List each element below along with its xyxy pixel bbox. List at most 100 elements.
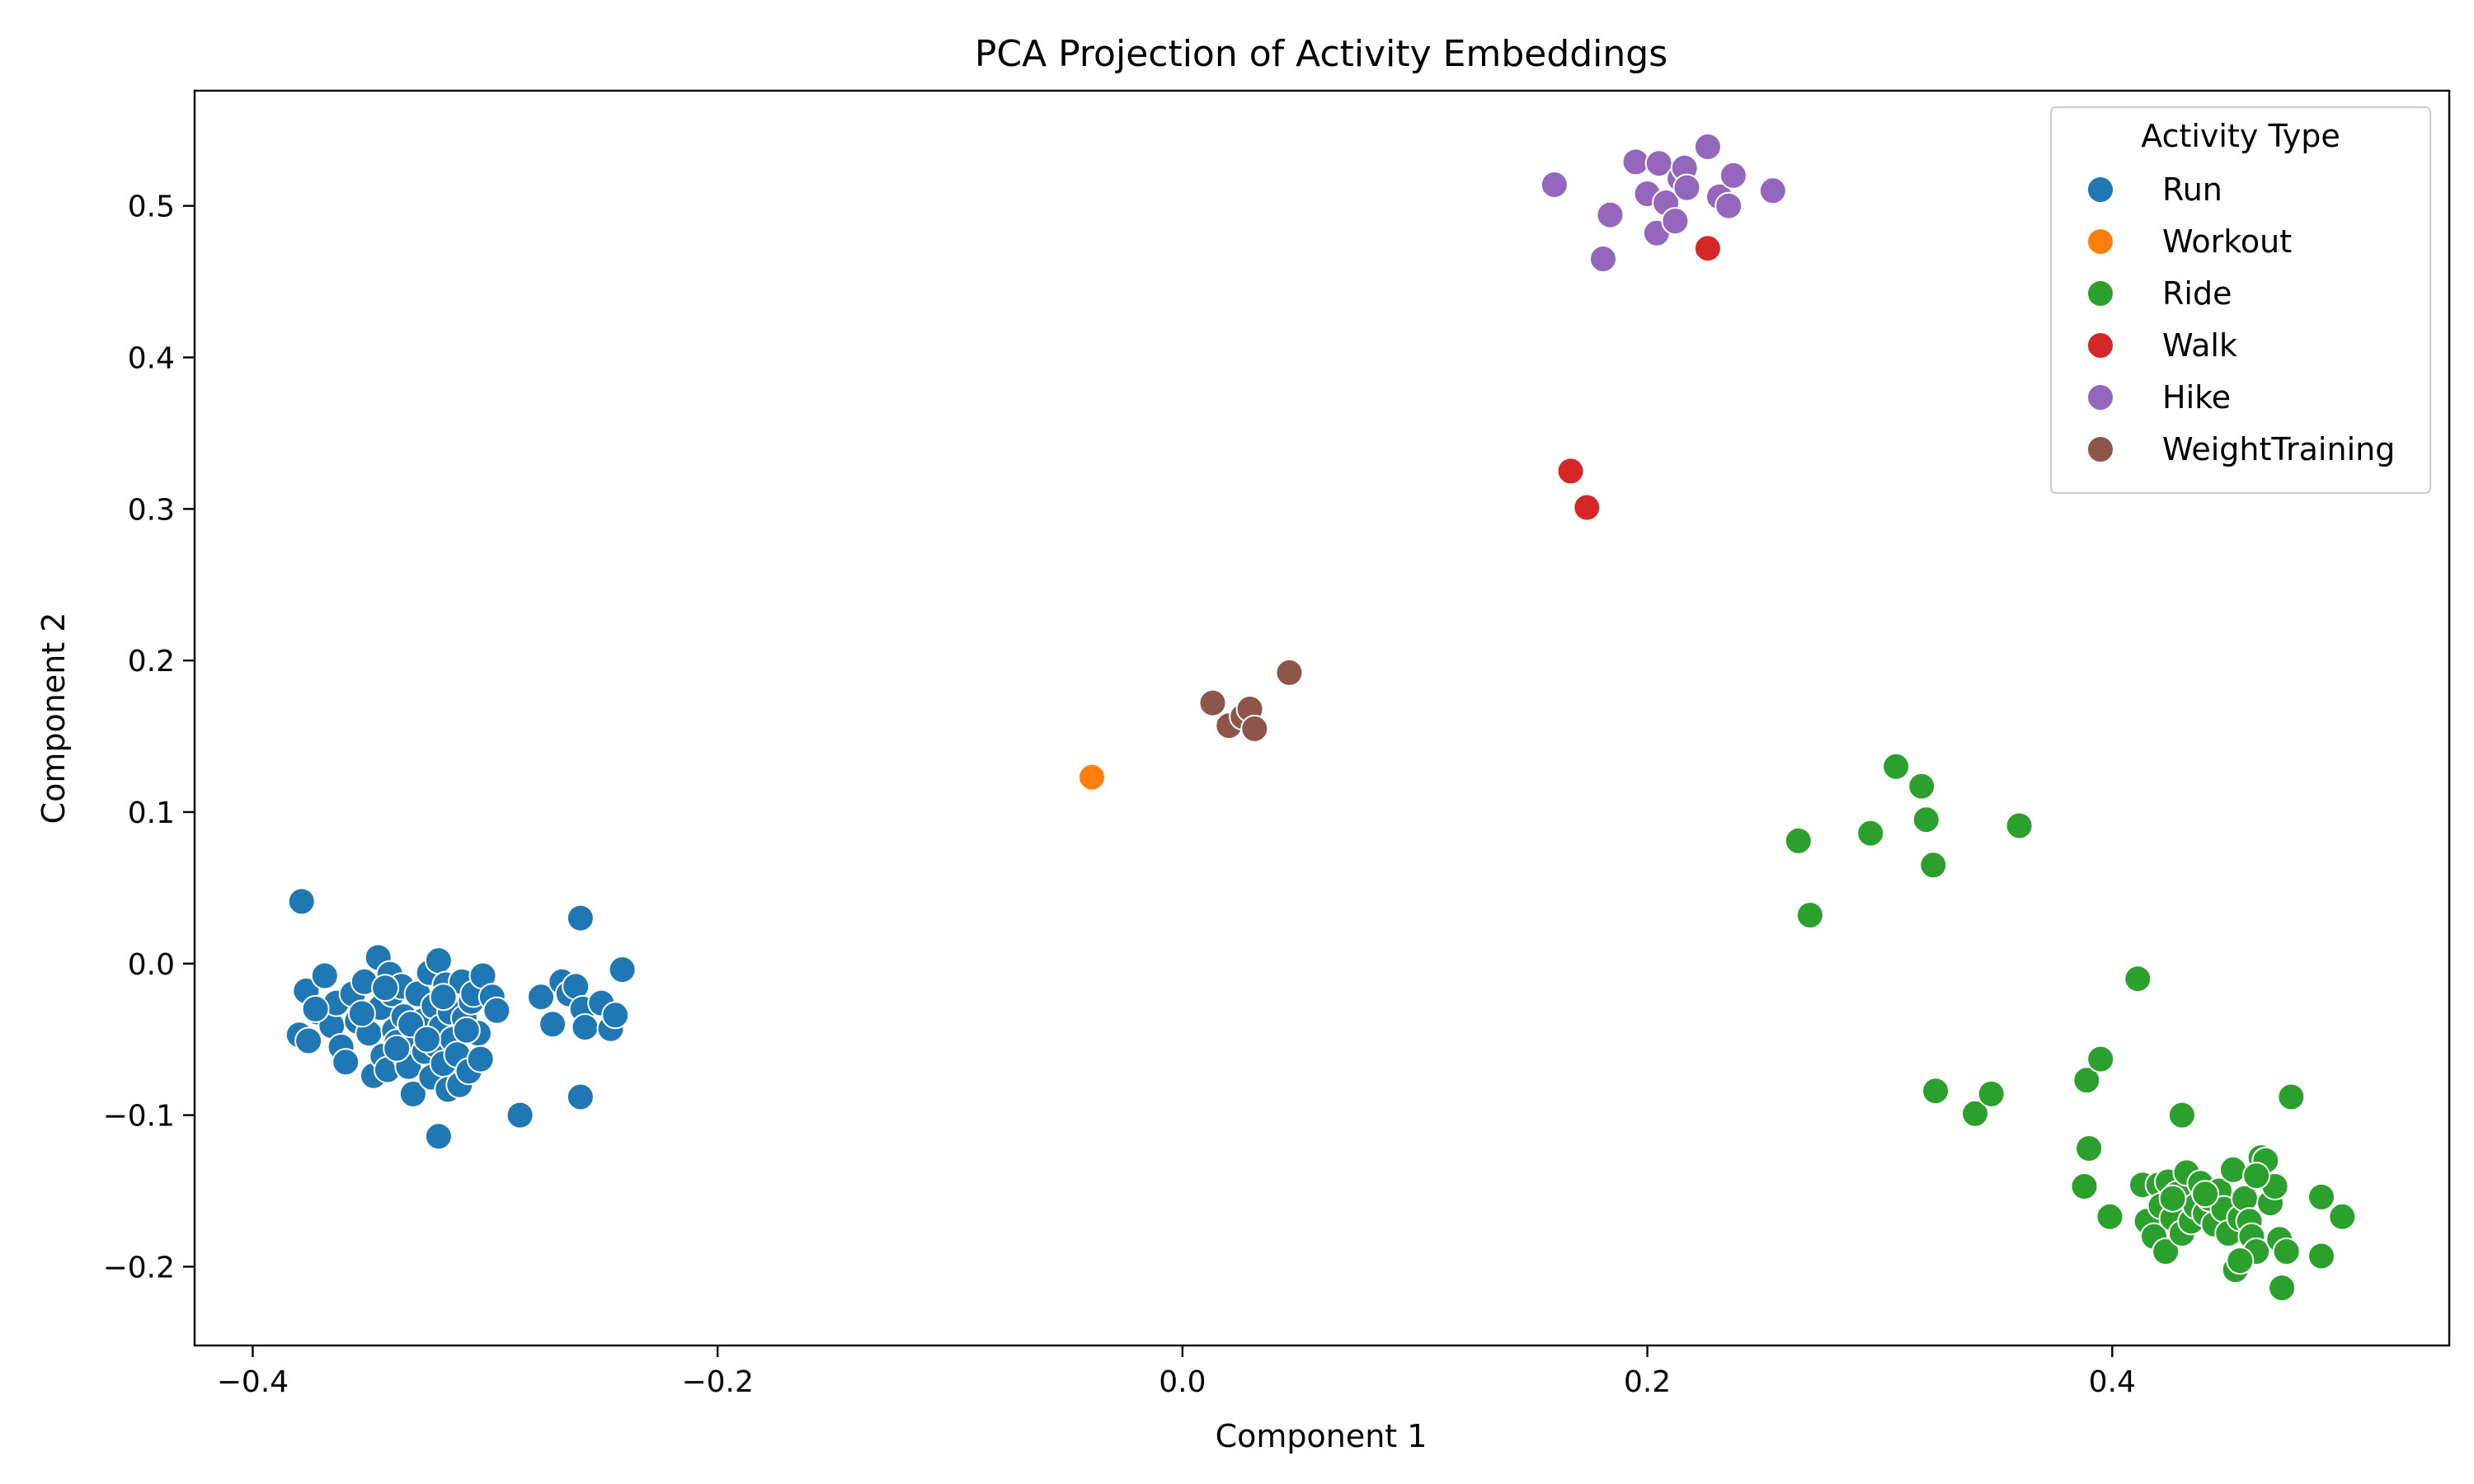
y-axis: −0.2 −0.1 0.0 0.1 0.2 0.3 0.4 0.5	[103, 190, 195, 1284]
y-tick-label: 0.2	[128, 645, 175, 679]
y-tick-label: 0.5	[128, 190, 175, 224]
legend-marker-walk	[2086, 331, 2114, 359]
point-ride-59	[2242, 1162, 2271, 1190]
point-run-26	[398, 1079, 427, 1108]
point-run-55	[424, 1122, 453, 1151]
plot-frame	[193, 89, 2451, 1347]
legend-label-ride: Ride	[2162, 275, 2232, 312]
point-walk-1	[1573, 493, 1602, 522]
point-ride-6	[1919, 851, 1948, 880]
legend-label-run: Run	[2162, 171, 2222, 208]
y-axis-label: Component 2	[35, 613, 72, 824]
point-ride-5	[1912, 805, 1940, 834]
point-ride-24	[2152, 1237, 2180, 1266]
point-ride-2	[1856, 819, 1885, 848]
point-ride-14	[2277, 1082, 2306, 1111]
point-run-53	[482, 996, 511, 1025]
point-hike-16	[1758, 176, 1787, 205]
legend-box	[2050, 106, 2431, 494]
point-run-63	[566, 1082, 595, 1111]
point-ride-3	[1882, 752, 1911, 781]
point-run-54	[287, 887, 316, 916]
point-hike-11	[1672, 173, 1701, 202]
point-ride-0	[1784, 826, 1813, 855]
y-tick-label: 0.3	[128, 493, 175, 527]
point-weighttraining-5	[1275, 658, 1304, 687]
point-walk-2	[1693, 234, 1722, 263]
point-ride-4	[1907, 772, 1936, 801]
point-run-57	[527, 983, 555, 1012]
point-ride-13	[2086, 1045, 2115, 1073]
point-ride-52	[2272, 1237, 2301, 1266]
legend: Activity Type Run Workout Ride Walk Hike Weigh…	[2050, 106, 2431, 494]
point-ride-58	[2158, 1184, 2187, 1213]
point-run-68	[601, 1001, 630, 1030]
point-run-58	[539, 1010, 567, 1039]
x-tick-label: 0.2	[1624, 1365, 1671, 1399]
point-ride-17	[2070, 1172, 2099, 1200]
x-tick-label: −0.4	[217, 1365, 289, 1399]
legend-title: Activity Type	[2141, 118, 2340, 154]
point-ride-53	[2307, 1182, 2335, 1211]
point-ride-57	[2191, 1180, 2220, 1209]
legend-marker-hike	[2086, 383, 2114, 411]
point-hike-2	[1596, 200, 1625, 229]
point-run-65	[571, 1013, 600, 1041]
points-layer	[285, 133, 2357, 1303]
legend-marker-run	[2086, 176, 2114, 204]
legend-label-walk: Walk	[2162, 327, 2237, 364]
point-ride-11	[1977, 1079, 2006, 1108]
point-workout-0	[1078, 763, 1106, 791]
y-tick-label: 0.4	[128, 342, 175, 376]
x-tick-label: 0.4	[2089, 1365, 2136, 1399]
point-ride-7	[2005, 811, 2034, 840]
point-ride-1	[1795, 901, 1824, 929]
point-run-72	[371, 974, 400, 1003]
point-walk-0	[1556, 457, 1585, 486]
point-ride-10	[1961, 1099, 1989, 1128]
y-tick-label: −0.1	[103, 1100, 175, 1134]
chart-title: PCA Projection of Activity Embeddings	[975, 33, 1667, 75]
point-ride-55	[2328, 1202, 2357, 1231]
point-run-2	[294, 1026, 323, 1055]
point-run-4	[310, 961, 339, 990]
legend-marker-ride	[2086, 279, 2114, 308]
point-ride-18	[2095, 1202, 2124, 1231]
point-weighttraining-4	[1240, 714, 1269, 743]
point-ride-15	[2167, 1101, 2196, 1129]
point-run-74	[412, 1025, 441, 1054]
point-ride-8	[2124, 965, 2152, 993]
point-ride-51	[2268, 1274, 2297, 1303]
point-run-56	[506, 1101, 534, 1129]
point-ride-56	[2226, 1247, 2255, 1275]
point-hike-3	[1621, 148, 1650, 176]
x-tick-label: 0.0	[1159, 1365, 1206, 1399]
point-hike-12	[1693, 133, 1722, 161]
point-hike-1	[1589, 245, 1617, 273]
point-run-71	[347, 999, 376, 1028]
point-run-75	[429, 983, 458, 1012]
point-ride-54	[2307, 1242, 2335, 1270]
point-run-77	[383, 1034, 412, 1063]
y-tick-label: 0.0	[128, 948, 175, 982]
legend-marker-weighttraining	[2086, 435, 2114, 463]
y-tick-label: −0.2	[103, 1251, 175, 1284]
point-hike-14	[1714, 191, 1743, 220]
point-ride-16	[2075, 1134, 2104, 1162]
point-run-62	[566, 904, 595, 932]
point-hike-8	[1661, 207, 1690, 236]
point-run-8	[332, 1048, 360, 1077]
point-ride-39	[2218, 1155, 2247, 1184]
legend-label-workout: Workout	[2162, 223, 2292, 260]
x-tick-label: −0.2	[681, 1365, 753, 1399]
point-run-35	[424, 946, 453, 975]
x-axis-label: Component 1	[1216, 1418, 1427, 1454]
point-ride-9	[1921, 1077, 1950, 1106]
x-axis: −0.4 −0.2 0.0 0.2 0.4	[217, 1345, 2136, 1399]
point-run-70	[301, 994, 330, 1023]
point-hike-15	[1719, 161, 1747, 190]
legend-marker-workout	[2086, 228, 2114, 256]
point-run-76	[452, 1016, 481, 1045]
legend-label-weighttraining: WeightTraining	[2162, 431, 2395, 467]
